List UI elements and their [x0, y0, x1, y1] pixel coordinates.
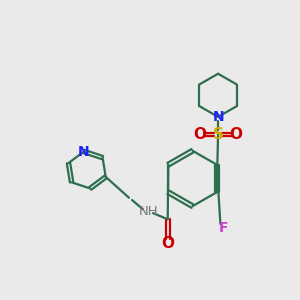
Text: F: F [219, 221, 228, 236]
Text: N: N [78, 145, 90, 158]
Text: N: N [212, 110, 224, 124]
Text: O: O [194, 127, 207, 142]
Text: O: O [161, 236, 174, 251]
Text: S: S [213, 127, 224, 142]
Text: NH: NH [139, 205, 158, 218]
Text: O: O [230, 127, 242, 142]
